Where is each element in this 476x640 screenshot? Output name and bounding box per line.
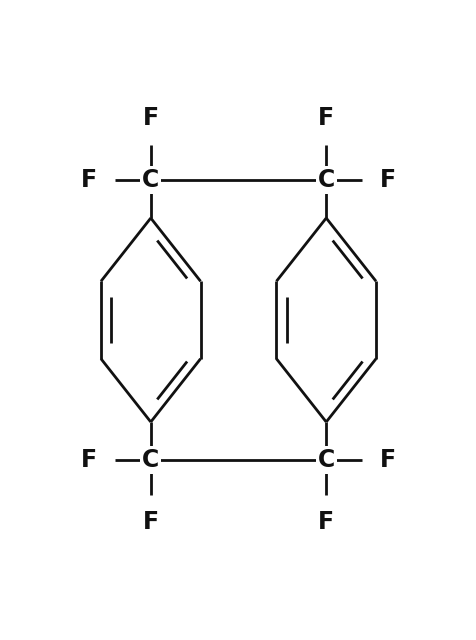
Text: F: F [81,168,97,192]
Text: F: F [142,509,159,534]
Text: F: F [81,448,97,472]
Text: C: C [317,168,334,192]
Text: F: F [317,106,334,131]
Text: C: C [142,168,159,192]
Text: C: C [317,448,334,472]
Text: F: F [379,448,395,472]
Text: F: F [142,106,159,131]
Text: F: F [317,509,334,534]
Text: F: F [379,168,395,192]
Text: C: C [142,448,159,472]
